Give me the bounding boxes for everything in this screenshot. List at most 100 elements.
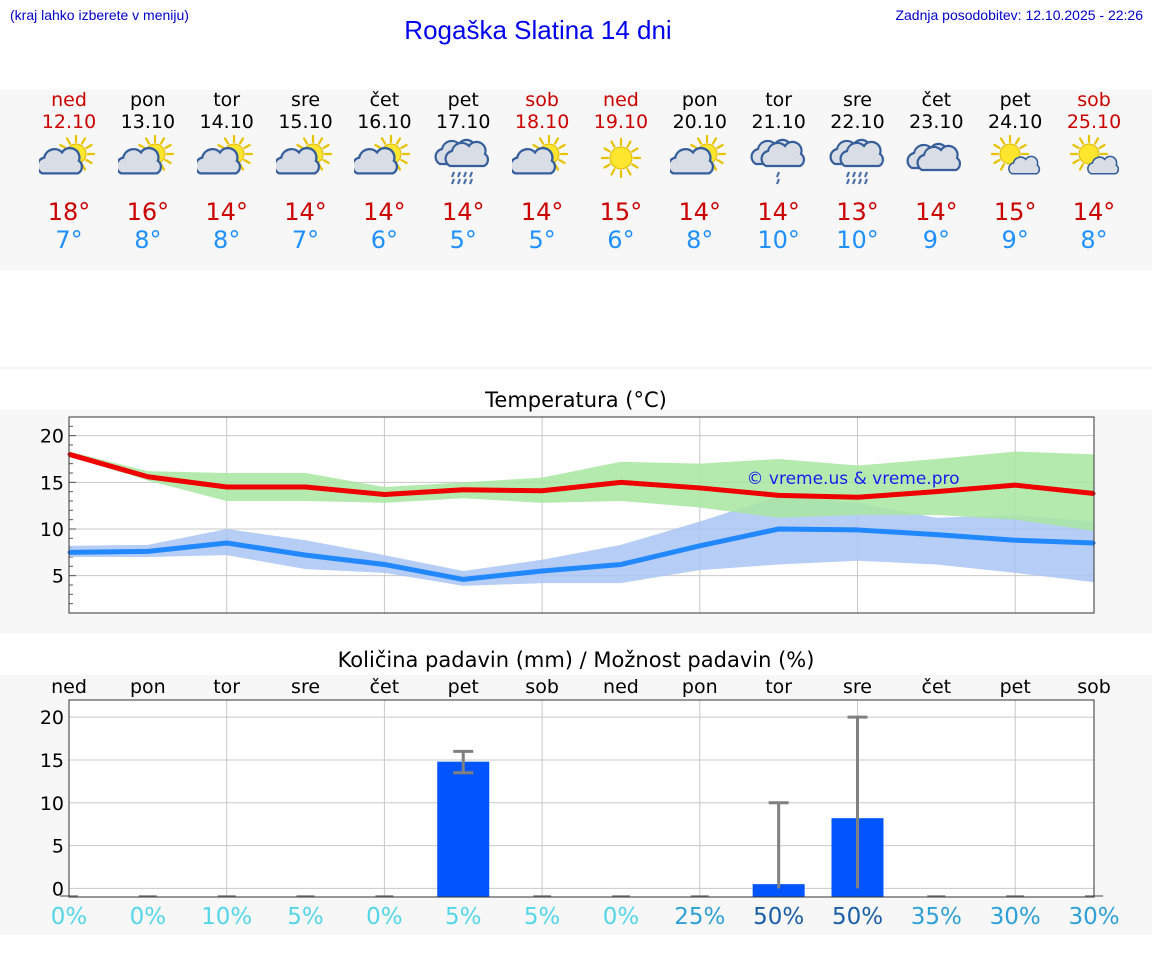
temp-max: 14°	[284, 198, 327, 226]
day-temperatures: 14° 9°	[896, 198, 976, 254]
day-date: 12.10	[41, 111, 97, 133]
precip-probability: 0%	[50, 904, 88, 930]
cloud-icon	[667, 146, 714, 175]
precip-probability: 25%	[674, 904, 726, 930]
temp-max: 14°	[441, 198, 485, 226]
forecast-day: tor 14.10	[187, 89, 267, 133]
temp-min: 8°	[213, 226, 241, 254]
day-name: pet	[999, 89, 1031, 111]
y-tick-label: 20	[40, 707, 64, 729]
precip-probability: 0%	[366, 904, 403, 930]
y-tick-label: 10	[40, 519, 64, 541]
temp-max: 14°	[915, 198, 958, 226]
day-date: 16.10	[357, 111, 412, 133]
data-point	[304, 553, 308, 557]
cloud-icon	[1008, 155, 1041, 175]
cloud-icon	[272, 146, 320, 175]
max-temp-line	[68, 451, 1095, 500]
precip-probability: 50%	[831, 904, 884, 930]
forecast-day: sre 15.10	[266, 89, 346, 133]
day-date: 14.10	[199, 111, 254, 133]
data-point	[698, 544, 702, 548]
partly-sunny-icon	[193, 134, 257, 190]
day-name: pon	[129, 89, 166, 111]
temp-min: 8°	[686, 226, 714, 254]
temp-min: 10°	[757, 226, 800, 254]
x-tick-label: tor	[765, 676, 793, 698]
day-date: 17.10	[436, 111, 491, 133]
plot-frame	[68, 416, 1095, 614]
forecast-day: ned 12.10	[29, 89, 109, 133]
day-name: pon	[681, 89, 718, 111]
cloud-icon	[916, 144, 962, 172]
forecast-day: pet 24.10	[975, 89, 1055, 133]
data-point	[698, 486, 702, 490]
data-point	[856, 528, 859, 532]
day-date: 13.10	[120, 111, 176, 133]
forecast-day: pon 20.10	[660, 89, 740, 133]
temp-max: 16°	[126, 198, 170, 226]
x-tick-label: sob	[525, 676, 559, 698]
cloud-icon	[838, 140, 884, 168]
cloud-icon	[760, 140, 805, 168]
sun-icon	[591, 134, 651, 190]
location-hint: (kraj lahko izberete v meniju)	[10, 7, 189, 23]
data-point	[1013, 483, 1017, 487]
temp-min: 5°	[449, 226, 477, 254]
day-temperatures: 14° 5°	[502, 198, 582, 254]
cloud-icon	[444, 140, 490, 168]
forecast-day: sob 18.10	[502, 89, 582, 133]
partly-sunny-icon	[36, 134, 99, 190]
y-tick-label: 10	[40, 793, 64, 815]
precip-probability: 5%	[445, 904, 482, 930]
precip-probability: 0%	[129, 904, 167, 930]
sun-icon	[600, 137, 642, 179]
partly-sunny-icon	[272, 134, 336, 190]
max-temp-range-band	[69, 451, 1095, 531]
rain-icon	[775, 171, 780, 185]
forecast-strip	[0, 90, 1152, 270]
forecast-day: tor 21.10	[739, 89, 819, 133]
rain-icon	[845, 171, 868, 185]
temp-min: 8°	[1080, 226, 1108, 254]
data-point	[461, 488, 465, 492]
data-point	[777, 493, 781, 497]
y-tick-label: 0	[52, 878, 64, 900]
forecast-day: pon 13.10	[108, 89, 188, 133]
x-tick-label: sob	[1077, 676, 1111, 698]
data-point	[856, 495, 859, 499]
day-temperatures: 13° 10°	[818, 198, 898, 254]
x-tick-label: pon	[681, 676, 718, 698]
day-date: 15.10	[278, 111, 333, 133]
partly-sunny-icon	[667, 134, 730, 190]
temp-min: 10°	[836, 226, 879, 254]
precip-probability: 5%	[523, 904, 561, 930]
data-point	[461, 577, 465, 581]
cloud-icon	[115, 146, 162, 175]
cloud-icon	[36, 146, 84, 175]
data-point	[146, 549, 150, 553]
forecast-day: sob 25.10	[1054, 89, 1134, 133]
day-temperatures: 15° 9°	[975, 198, 1055, 254]
temp-min: 5°	[528, 226, 556, 254]
rain-icon	[451, 171, 474, 185]
y-tick-label: 5	[52, 566, 64, 588]
day-temperatures: 14° 6°	[344, 198, 424, 254]
y-tick-label: 15	[40, 750, 64, 772]
day-date: 23.10	[909, 111, 964, 133]
y-tick-label: 20	[40, 426, 64, 448]
day-temperatures: 14° 8°	[1054, 198, 1134, 254]
temp-max: 14°	[1072, 198, 1116, 226]
precip-error-bar	[453, 749, 474, 775]
cloud-icon	[1087, 155, 1120, 175]
x-tick-label: sre	[291, 676, 321, 698]
data-point	[934, 533, 938, 537]
precip-probability: 30%	[989, 904, 1041, 930]
data-point	[225, 541, 229, 545]
cloud-icon	[193, 146, 241, 175]
x-tick-label: čet	[369, 676, 400, 698]
data-point	[934, 490, 938, 494]
min-temp-range-band	[69, 496, 1095, 586]
